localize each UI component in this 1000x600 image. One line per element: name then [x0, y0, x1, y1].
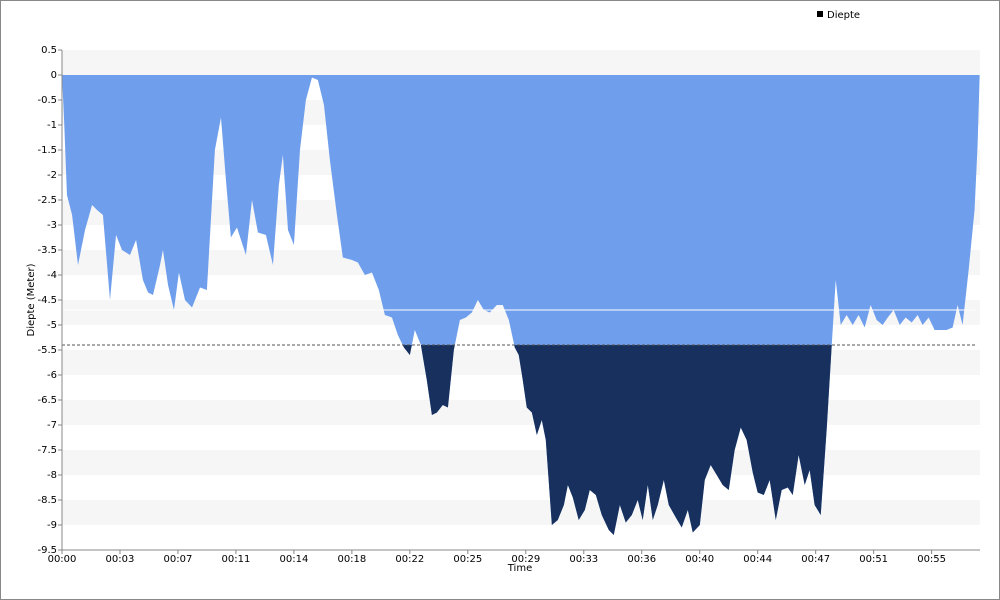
grid-band	[62, 400, 980, 425]
x-tick-label: 00:00	[48, 554, 77, 565]
x-tick-label: 00:55	[917, 554, 946, 565]
y-axis-label: Diepte (Meter)	[26, 263, 37, 336]
x-tick-label: 00:07	[164, 554, 193, 565]
y-tick-label: -2.5	[37, 195, 57, 206]
y-tick-label: -9.5	[37, 545, 57, 556]
y-tick-label: -8	[47, 470, 57, 481]
grid-band	[62, 50, 980, 75]
x-tick-label: 00:29	[511, 554, 540, 565]
x-tick-label: 00:33	[569, 554, 598, 565]
x-tick-label: 00:22	[395, 554, 424, 565]
legend-swatch	[817, 11, 823, 17]
x-axis-label: Time	[507, 563, 532, 574]
x-tick-label: 00:11	[222, 554, 251, 565]
x-tick-label: 00:18	[337, 554, 366, 565]
y-tick-label: 0	[51, 70, 57, 81]
y-tick-label: -7.5	[37, 445, 57, 456]
x-tick-label: 00:51	[859, 554, 888, 565]
y-tick-label: -1	[47, 120, 57, 131]
y-tick-label: -3.5	[37, 245, 57, 256]
grid-band	[62, 450, 980, 475]
y-tick-label: -5	[47, 320, 57, 331]
x-tick-label: 00:14	[279, 554, 308, 565]
x-tick-label: 00:40	[685, 554, 714, 565]
x-tick-label: 00:44	[743, 554, 772, 565]
y-tick-label: -9	[47, 520, 57, 531]
y-tick-label: -6	[47, 370, 57, 381]
y-tick-label: -3	[47, 220, 57, 231]
x-tick-label: 00:03	[106, 554, 135, 565]
y-tick-label: -2	[47, 170, 57, 181]
y-tick-label: -6.5	[37, 395, 57, 406]
y-tick-label: 0.5	[41, 45, 57, 56]
y-tick-label: -7	[47, 420, 57, 431]
legend-label: Diepte	[827, 10, 860, 21]
y-tick-label: -0.5	[37, 95, 57, 106]
x-tick-label: 00:36	[627, 554, 656, 565]
y-tick-label: -8.5	[37, 495, 57, 506]
grid-band	[62, 500, 980, 525]
x-tick-label: 00:47	[801, 554, 830, 565]
y-tick-label: -4	[47, 270, 57, 281]
y-tick-label: -1.5	[37, 145, 57, 156]
area-deep	[402, 345, 832, 535]
x-tick-label: 00:25	[453, 554, 482, 565]
y-tick-label: -4.5	[37, 295, 57, 306]
y-tick-label: -5.5	[37, 345, 57, 356]
